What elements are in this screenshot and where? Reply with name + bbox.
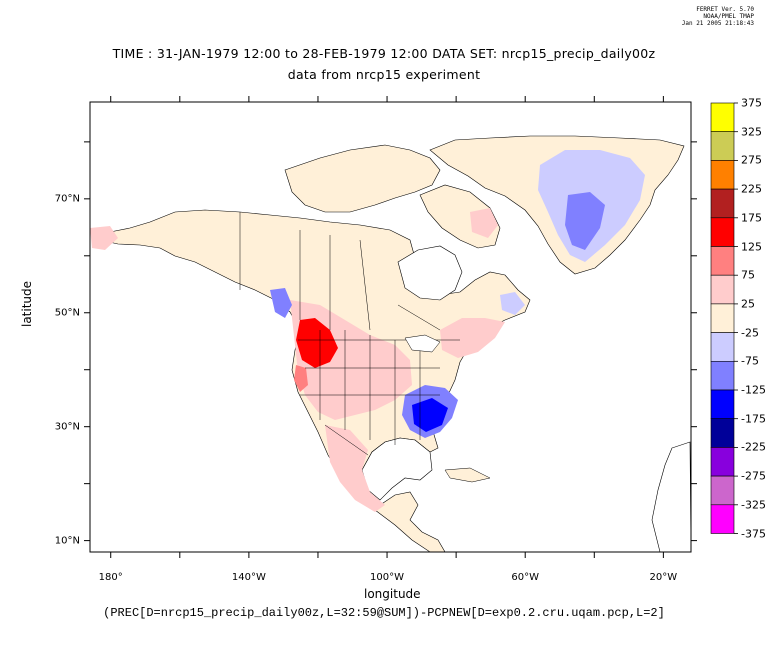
colorbar-swatch [710, 418, 735, 448]
colorbar-label: 125 [741, 240, 762, 253]
west-africa-coast [651, 441, 692, 553]
arctic-islands-land [284, 144, 441, 213]
red-pacific-northwest [296, 318, 338, 368]
colorbar-swatch [710, 475, 735, 506]
blue-bc-coast [270, 288, 292, 318]
colorbar-label: -125 [741, 383, 766, 397]
colorbar-swatch [710, 188, 735, 219]
y-axis-title: latitude [20, 280, 34, 327]
colorbar-label: 275 [741, 153, 762, 167]
plot-subtitle: data from nrcp15 experiment [287, 67, 481, 82]
colorbar-label: -375 [741, 527, 766, 540]
colorbar-label: -25 [741, 326, 759, 340]
gulf-of-mexico-water [361, 437, 433, 501]
colorbar-swatch [710, 160, 735, 190]
x-tick-label: 180° [98, 572, 123, 583]
political-boundaries [239, 212, 460, 456]
hudson-bay-water [397, 245, 463, 301]
y-tick-label: 50°N [54, 307, 80, 319]
y-tick-label: 30°N [54, 421, 80, 433]
colorbar-label: -325 [741, 498, 766, 512]
colorbar-swatch [710, 389, 735, 420]
pink-northeast-region [440, 318, 505, 358]
pink-alaska-patch [90, 226, 118, 250]
stamp-line-version: FERRET Ver. 5.70 [696, 6, 754, 13]
colorbar-swatch [710, 504, 735, 534]
footer-expression: (PREC[D=nrcp15_precip_daily00z,L=32:59@S… [103, 606, 665, 620]
stamp-line-date: Jan 21 2005 21:18:43 [681, 20, 754, 27]
colorbar-label: 25 [741, 297, 755, 311]
colorbar-swatch [710, 332, 735, 362]
colorbar-label: 375 [741, 96, 762, 110]
stamp-line-org: NOAA/PMEL TMAP [703, 13, 754, 20]
colorbar-swatch [710, 360, 735, 391]
x-tick-label: 60°W [511, 572, 540, 583]
great-lakes-water [404, 334, 441, 353]
axis-ticks [84, 96, 697, 558]
colorbar-label: 175 [741, 211, 762, 225]
colorbar [710, 102, 738, 534]
blue-strong-southeast [412, 398, 448, 432]
colorbar-label: -225 [741, 440, 766, 454]
colorbar-label: 225 [741, 182, 762, 196]
colorbar-swatch [710, 131, 735, 161]
colorbar-label: -275 [741, 469, 766, 483]
colorbar-label: -175 [741, 412, 766, 426]
pink-baffin-patch [470, 208, 498, 238]
plot-frame [89, 101, 692, 553]
map-land-layer [90, 135, 692, 553]
greenland-strong-negative-zone [565, 192, 605, 250]
red-coastal-california [294, 365, 308, 392]
colorbar-label: -75 [741, 354, 759, 368]
colorbar-swatch [710, 447, 735, 477]
blue-northeast-coast [500, 292, 525, 315]
y-tick-label: 10°N [54, 535, 80, 547]
colorbar-swatch [710, 246, 735, 276]
x-tick-label: 20°W [649, 572, 678, 583]
colorbar-label: 75 [741, 268, 755, 282]
colorbar-swatch [710, 102, 735, 133]
colorbar-swatch [710, 303, 735, 333]
colorbar-swatch [710, 217, 735, 247]
x-axis-title: longitude [364, 587, 421, 601]
ferret-stamp: FERRET Ver. 5.70 NOAA/PMEL TMAP Jan 21 2… [634, 6, 754, 27]
colorbar-label: 325 [741, 125, 762, 139]
colorbar-swatch [710, 274, 735, 305]
plot-title: TIME : 31-JAN-1979 12:00 to 28-FEB-1979 … [112, 46, 656, 61]
x-tick-label: 140°W [231, 572, 266, 583]
pink-mexico-region [325, 425, 385, 512]
x-tick-label: 100°W [370, 572, 405, 583]
y-tick-label: 70°N [54, 193, 80, 205]
caribbean-islands [444, 467, 491, 483]
